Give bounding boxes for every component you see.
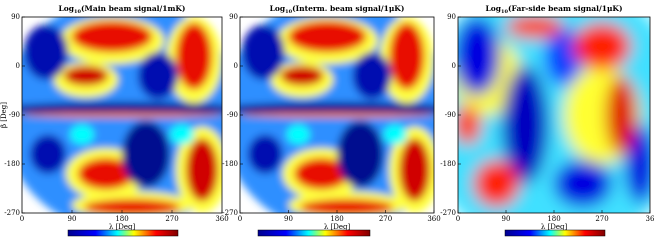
map-region bbox=[352, 52, 392, 100]
map-region bbox=[286, 124, 310, 145]
x-tick-label: 90 bbox=[284, 215, 293, 223]
y-tick-label: -180 bbox=[222, 160, 238, 168]
sky-map bbox=[240, 17, 434, 213]
x-axis-label: λ [Deg] bbox=[324, 223, 351, 231]
title-subscript: 10 bbox=[501, 9, 508, 15]
title-prefix: Log bbox=[486, 4, 502, 13]
y-tick-label: -270 bbox=[4, 209, 20, 217]
x-tick-label: 0 bbox=[456, 215, 460, 223]
x-tick-label: 0 bbox=[20, 215, 24, 223]
map-region bbox=[280, 66, 324, 86]
sky-map bbox=[22, 17, 222, 213]
y-tick-label: -180 bbox=[440, 160, 456, 168]
title-rest: (Main beam signal/1mK) bbox=[81, 4, 185, 13]
y-tick-label: -270 bbox=[440, 209, 456, 217]
x-tick-label: 180 bbox=[330, 215, 343, 223]
map-region bbox=[122, 120, 170, 188]
y-axis-label: β [Deg] bbox=[0, 102, 8, 128]
title-subscript: 10 bbox=[74, 9, 81, 15]
y-tick-label: -90 bbox=[227, 111, 238, 119]
map-region bbox=[170, 124, 194, 145]
map-region bbox=[605, 75, 637, 155]
panel-title: Log10(Main beam signal/1mK) bbox=[59, 4, 186, 15]
title-rest: (Far-side beam signal/1μK) bbox=[508, 4, 623, 13]
map-region bbox=[473, 160, 520, 208]
x-tick-label: 270 bbox=[165, 215, 178, 223]
y-tick-label: -90 bbox=[9, 111, 20, 119]
x-tick-label: 0 bbox=[238, 215, 242, 223]
colorbar bbox=[257, 229, 371, 237]
y-tick-label: -90 bbox=[445, 111, 456, 119]
panel: Log10(Far-side beam signal/1μK) 0 90 180 270… bbox=[440, 4, 654, 237]
panel: Log10(Main beam signal/1mK) 0 90 180 270 360 λ… bbox=[4, 4, 229, 237]
map-region bbox=[288, 20, 367, 53]
panel: Log10(Interm. beam signal/1μK) 0 90 180 270 3… bbox=[222, 4, 441, 237]
y-tick-label: 90 bbox=[11, 13, 20, 21]
map-region bbox=[22, 112, 222, 118]
map-region bbox=[72, 20, 152, 53]
map-region bbox=[30, 134, 66, 174]
map-region bbox=[554, 160, 612, 208]
panel-title: Log10(Interm. beam signal/1μK) bbox=[270, 4, 405, 15]
y-tick-label: 0 bbox=[234, 62, 238, 70]
x-tick-label: 180 bbox=[547, 215, 560, 223]
map-region bbox=[240, 102, 434, 116]
map-region bbox=[506, 17, 564, 39]
map-region bbox=[138, 52, 178, 100]
map-region bbox=[573, 22, 631, 70]
y-tick-label: -180 bbox=[4, 160, 20, 168]
map-region bbox=[247, 134, 283, 174]
y-tick-label: 90 bbox=[229, 13, 238, 21]
x-tick-label: 90 bbox=[502, 215, 511, 223]
map-region bbox=[399, 138, 431, 202]
map-region bbox=[300, 199, 394, 213]
map-region bbox=[186, 138, 218, 202]
map-pattern bbox=[22, 17, 222, 213]
map-region bbox=[22, 102, 222, 116]
x-tick-label: 360 bbox=[215, 215, 228, 223]
map-region bbox=[176, 22, 212, 90]
x-axis-label: λ [Deg] bbox=[109, 223, 136, 231]
y-tick-label: 0 bbox=[452, 62, 456, 70]
x-axis-label: λ [Deg] bbox=[541, 223, 568, 231]
map-region bbox=[458, 17, 501, 96]
map-region bbox=[64, 66, 108, 86]
sky-map bbox=[458, 17, 650, 213]
x-tick-label: 360 bbox=[427, 215, 440, 223]
map-region bbox=[294, 158, 349, 190]
colorbar bbox=[67, 229, 179, 237]
panel-title: Log10(Far-side beam signal/1μK) bbox=[486, 4, 623, 15]
map-region bbox=[337, 120, 384, 188]
title-subscript: 10 bbox=[285, 9, 292, 15]
title-prefix: Log bbox=[59, 4, 75, 13]
x-tick-label: 36 bbox=[646, 215, 654, 223]
map-region bbox=[84, 199, 180, 213]
y-tick-label: 90 bbox=[447, 13, 456, 21]
map-pattern bbox=[458, 17, 650, 213]
x-tick-label: 180 bbox=[115, 215, 128, 223]
map-region bbox=[70, 124, 94, 145]
y-tick-label: 0 bbox=[16, 62, 20, 70]
map-pattern bbox=[240, 17, 434, 213]
map-region bbox=[458, 105, 482, 145]
title-prefix: Log bbox=[270, 4, 286, 13]
map-region bbox=[240, 112, 434, 118]
x-tick-label: 90 bbox=[68, 215, 77, 223]
map-region bbox=[544, 26, 583, 86]
x-tick-label: 270 bbox=[595, 215, 608, 223]
x-tick-label: 270 bbox=[379, 215, 392, 223]
y-tick-label: -270 bbox=[222, 209, 238, 217]
map-region bbox=[383, 124, 407, 145]
map-region bbox=[389, 22, 425, 90]
colorbar bbox=[504, 229, 606, 237]
map-region bbox=[502, 66, 549, 184]
map-region bbox=[24, 24, 68, 80]
map-region bbox=[241, 24, 285, 80]
title-rest: (Interm. beam signal/1μK) bbox=[292, 4, 404, 13]
map-region bbox=[78, 158, 134, 190]
